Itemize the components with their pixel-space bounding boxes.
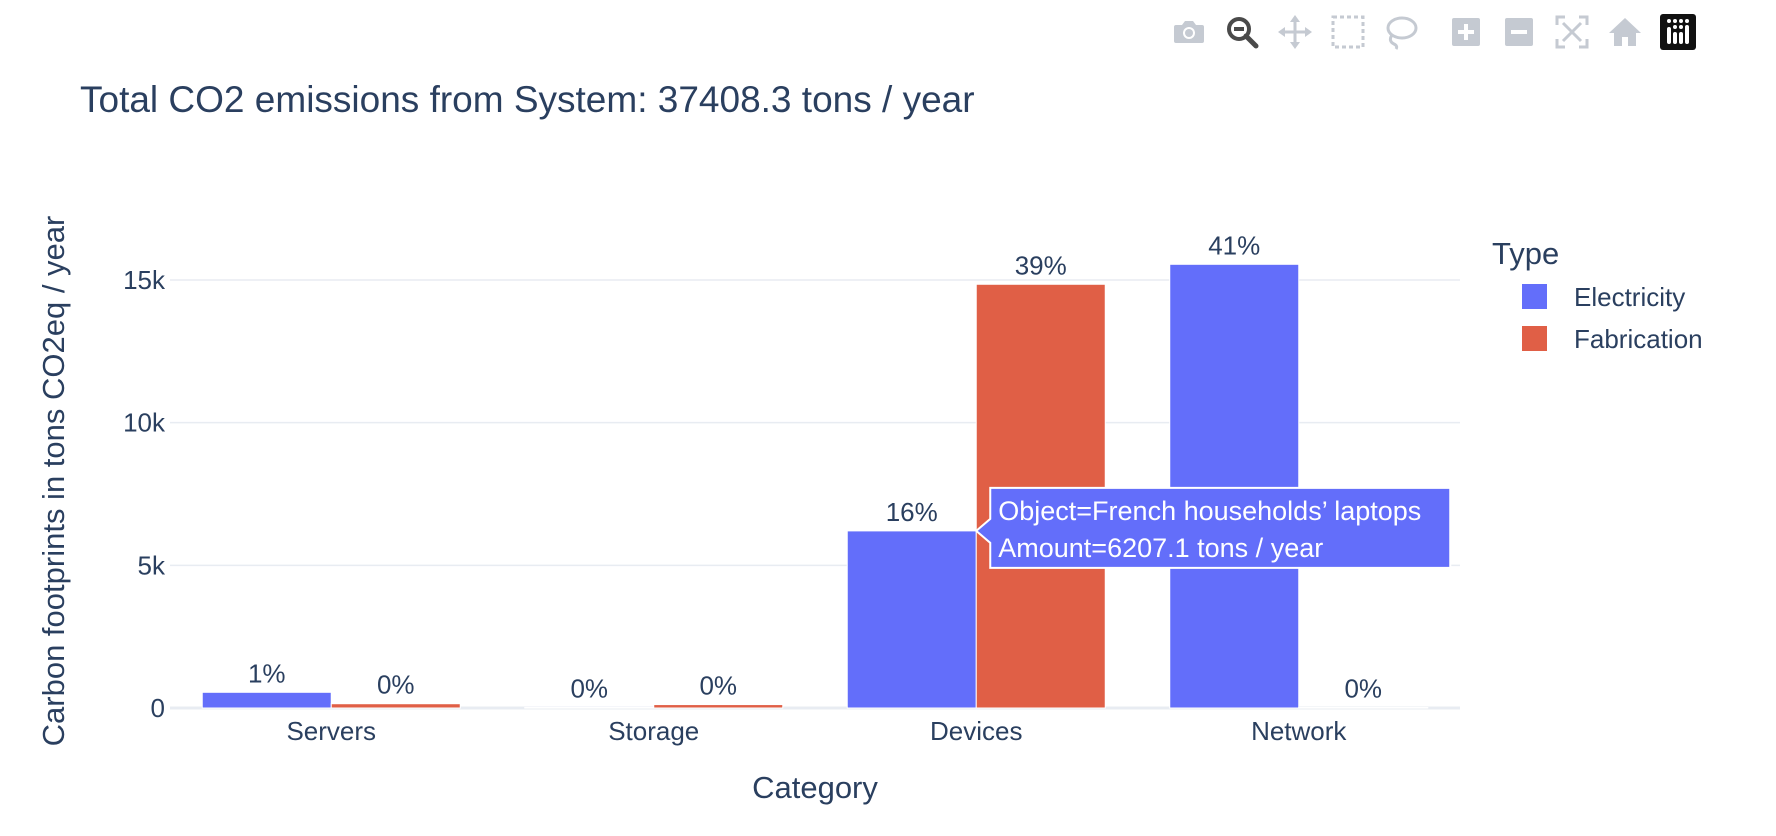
y-tick-label: 0 [151,693,165,723]
x-tick-label: Servers [286,716,376,746]
legend-item-label[interactable]: Fabrication [1574,324,1703,354]
reset-axes-button[interactable] [1606,13,1644,51]
bar-value-label: 41% [1208,230,1260,260]
plotly-logo-button[interactable] [1659,13,1697,51]
bar-fabrication-storage[interactable] [653,704,784,709]
bar-value-label: 1% [248,658,286,688]
autoscale-button[interactable] [1553,13,1591,51]
box-select-icon [1331,15,1365,49]
y-tick-label: 10k [123,408,166,438]
x-tick-label: Devices [930,716,1022,746]
chart-title: Total CO2 emissions from System: 37408.3… [80,79,975,120]
bar-fabrication-servers[interactable] [330,703,461,709]
zoom-icon [1227,17,1259,49]
y-axis-title: Carbon footprints in tons CO2eq / year [36,216,71,747]
bar-electricity-servers[interactable] [201,691,332,709]
reset-axes-icon [1609,18,1641,46]
bar-value-label: 0% [377,670,415,700]
x-axis-title: Category [752,770,878,805]
hover-tooltip: Object=French households’ laptops Amount=… [974,486,1452,569]
autoscale-icon [1555,15,1589,49]
legend-swatch[interactable] [1522,326,1547,351]
bar-value-label: 16% [886,497,938,527]
pan-button[interactable] [1276,13,1314,51]
bar-electricity-devices[interactable] [846,530,977,709]
legend: Type Electricity Fabrication [1492,236,1703,354]
lasso-select-button[interactable] [1382,13,1420,51]
camera-icon [1174,21,1204,43]
zoom-out-button[interactable] [1500,13,1538,51]
plotly-logo-icon [1660,14,1696,50]
zoom-button[interactable] [1223,13,1261,51]
legend-swatch[interactable] [1522,284,1547,309]
lasso-select-icon [1386,16,1418,50]
bar-labels: 1% 0% 16% 41% 0% 0% 39% 0% [248,230,1382,703]
y-tick-label: 5k [138,550,166,580]
bar-value-label: 0% [699,671,737,701]
legend-title: Type [1492,236,1559,271]
zoom-in-icon [1452,18,1480,46]
bars [201,263,1429,709]
bar-electricity-network[interactable] [1169,263,1300,709]
camera-button[interactable] [1170,13,1208,51]
bar-value-label: 0% [570,673,608,703]
box-select-button[interactable] [1329,13,1367,51]
pan-icon [1278,15,1312,49]
bar-fabrication-network[interactable] [1298,707,1429,709]
bar-value-label: 0% [1344,674,1382,704]
tooltip-box [974,486,1452,569]
x-axis-ticks: Servers Storage Devices Network [286,716,1347,746]
bar-electricity-storage[interactable] [524,706,655,709]
tooltip-line: Amount=6207.1 tons / year [998,533,1323,563]
tooltip-line: Object=French households’ laptops [998,496,1421,526]
bar-value-label: 39% [1015,250,1067,280]
legend-item-label[interactable]: Electricity [1574,282,1685,312]
x-tick-label: Storage [608,716,699,746]
y-tick-label: 15k [123,265,166,295]
modebar [1170,10,1712,54]
zoom-in-button[interactable] [1447,13,1485,51]
zoom-out-icon [1505,18,1533,46]
y-axis-ticks: 0 5k 10k 15k [123,265,166,723]
x-tick-label: Network [1251,716,1347,746]
